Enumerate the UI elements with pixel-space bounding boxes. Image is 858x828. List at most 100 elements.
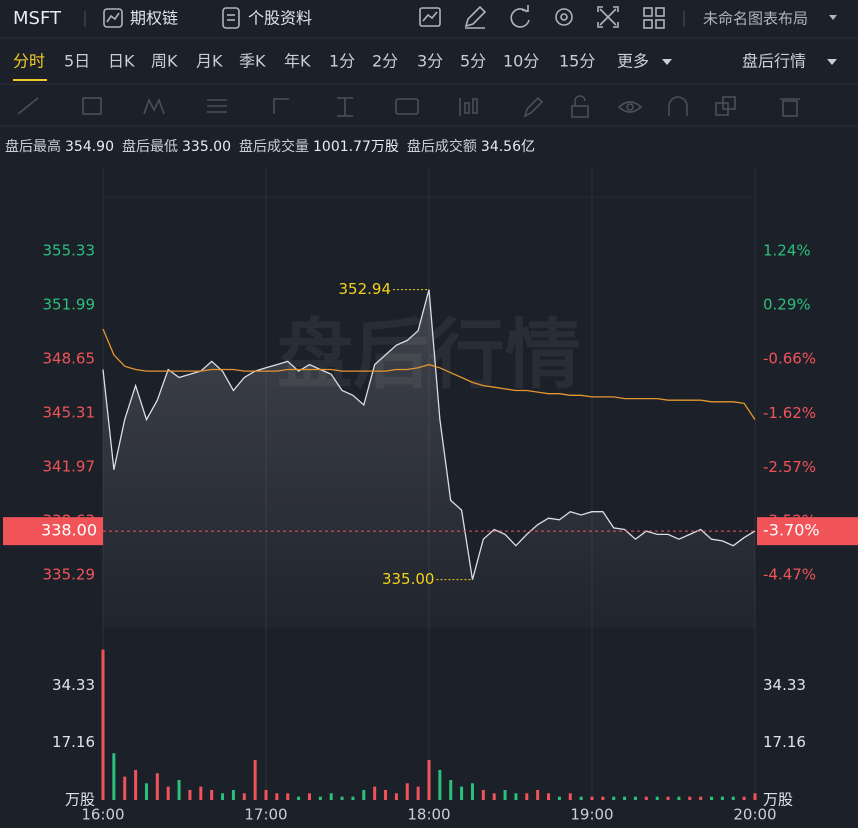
tool-pen[interactable] bbox=[523, 96, 544, 118]
volume-bar bbox=[438, 769, 442, 800]
period-tab[interactable]: 2分 bbox=[372, 52, 398, 71]
volume-bar bbox=[525, 793, 529, 800]
volume-bar bbox=[307, 793, 311, 800]
tool-fib[interactable] bbox=[207, 99, 227, 113]
period-tab[interactable]: 5日 bbox=[64, 52, 90, 71]
tool-magnet[interactable] bbox=[668, 96, 688, 116]
y-tick-label: 355.33 bbox=[43, 241, 96, 259]
volume-bar bbox=[449, 779, 453, 800]
y2-tick-label: -0.66% bbox=[763, 349, 816, 367]
volume-bar bbox=[297, 796, 301, 800]
period-tab[interactable]: 年K bbox=[284, 52, 311, 71]
period-tab[interactable]: 3分 bbox=[417, 52, 443, 71]
tool-eye[interactable] bbox=[617, 101, 643, 113]
tool-delete[interactable] bbox=[780, 98, 800, 117]
mode-caret[interactable] bbox=[827, 59, 837, 65]
mode-select[interactable]: 盘后行情 bbox=[742, 52, 806, 71]
volume-bar bbox=[101, 649, 105, 800]
chart-icon[interactable] bbox=[419, 7, 441, 27]
last-price-label: 338.00 bbox=[41, 521, 97, 540]
volume-bar bbox=[264, 789, 268, 800]
stat-value: 354.90 bbox=[65, 139, 114, 155]
volume-bar bbox=[286, 793, 290, 800]
volume-bar bbox=[394, 793, 398, 800]
option-chain-link[interactable]: 期权链 bbox=[130, 9, 178, 28]
volume-bar bbox=[405, 783, 409, 800]
tool-bars[interactable] bbox=[459, 98, 478, 116]
tool-text[interactable] bbox=[395, 98, 419, 115]
volume-bar bbox=[688, 796, 692, 800]
profile-icon[interactable] bbox=[222, 7, 240, 29]
volume-bar bbox=[655, 796, 659, 800]
volume-bar bbox=[677, 796, 681, 800]
volume-bar bbox=[188, 789, 192, 800]
volume-bar bbox=[601, 796, 605, 800]
stat-label: 盘后成交额 bbox=[406, 139, 477, 155]
volume-bar bbox=[666, 796, 670, 800]
period-tabs: 分时 5日 日K 周K 月K 季K 年K 1分 2分 3分 5分 10分 15分 更多 bbox=[13, 52, 672, 81]
period-tab[interactable]: 季K bbox=[239, 52, 266, 71]
period-tab[interactable]: 分时 bbox=[13, 52, 45, 71]
vol-tick-label: 17.16 bbox=[52, 733, 95, 751]
last-change-label: -3.70% bbox=[763, 521, 820, 540]
volume-bar bbox=[177, 779, 181, 800]
tool-measure[interactable] bbox=[337, 97, 353, 117]
volume-bar bbox=[568, 793, 572, 800]
period-tab[interactable]: 5分 bbox=[460, 52, 486, 71]
layout-name[interactable]: 未命名图表布局 bbox=[703, 10, 808, 28]
period-tab[interactable]: 日K bbox=[108, 52, 135, 71]
volume-bar bbox=[351, 796, 355, 800]
vol-tick-label-right: 34.33 bbox=[763, 676, 806, 694]
layout-icon[interactable] bbox=[643, 7, 665, 29]
volume-bar bbox=[144, 783, 148, 800]
x-tick-label: 17:00 bbox=[244, 806, 287, 824]
vol-tick-label-right: 17.16 bbox=[763, 733, 806, 751]
period-tab[interactable]: 月K bbox=[196, 52, 223, 71]
tool-rect[interactable] bbox=[82, 97, 102, 115]
period-tab[interactable]: 10分 bbox=[503, 52, 539, 71]
volume-bar bbox=[362, 789, 366, 800]
period-tab[interactable]: 周K bbox=[151, 52, 178, 71]
volume-bar bbox=[329, 793, 333, 800]
tool-layers[interactable] bbox=[715, 96, 736, 116]
volume-bar bbox=[612, 796, 616, 800]
volume-bar bbox=[427, 759, 431, 800]
volume-bar bbox=[318, 796, 322, 800]
fullscreen-icon[interactable] bbox=[597, 6, 619, 28]
tool-wave[interactable] bbox=[143, 97, 165, 115]
more-caret[interactable] bbox=[662, 59, 672, 65]
tool-arrow[interactable] bbox=[273, 98, 289, 114]
volume-bar bbox=[557, 796, 561, 800]
after-hours-stats: 盘后最高 354.90 盘后最低 335.00 盘后成交量 1001.77万股 盘后成交额 3… bbox=[5, 136, 543, 156]
tool-line[interactable] bbox=[17, 97, 39, 115]
volume-bar bbox=[710, 796, 714, 800]
volume-bar bbox=[210, 789, 214, 800]
option-chain-icon[interactable] bbox=[103, 8, 123, 28]
x-tick-label: 19:00 bbox=[570, 806, 613, 824]
period-tab[interactable]: 更多 bbox=[617, 52, 649, 71]
refresh-icon[interactable] bbox=[510, 5, 530, 28]
volume-bar bbox=[253, 759, 257, 800]
stat-label: 盘后成交量 bbox=[239, 139, 309, 155]
y2-tick-label: -1.62% bbox=[763, 404, 816, 422]
tool-lock[interactable] bbox=[571, 95, 589, 118]
profile-link[interactable]: 个股资料 bbox=[248, 9, 312, 28]
layout-caret[interactable] bbox=[829, 15, 837, 20]
vol-tick-label: 万股 bbox=[65, 791, 95, 809]
volume-bar bbox=[514, 793, 518, 800]
volume-bar bbox=[590, 796, 594, 800]
volume-bar bbox=[231, 789, 235, 800]
period-tab[interactable]: 15分 bbox=[559, 52, 595, 71]
annotation-label: 352.94 bbox=[339, 280, 392, 298]
last-change-tag bbox=[757, 517, 858, 546]
volume-bar bbox=[242, 793, 246, 800]
period-tab[interactable]: 1分 bbox=[329, 52, 355, 71]
symbol[interactable]: MSFT bbox=[13, 8, 62, 29]
plot-area: 16:0017:0018:0019:0020:00盘后行情335.29338.6… bbox=[3, 168, 858, 824]
draw-icon[interactable] bbox=[464, 5, 487, 29]
volume-bar bbox=[536, 789, 540, 800]
settings-icon[interactable] bbox=[555, 8, 573, 26]
volume-bar bbox=[731, 796, 735, 800]
volume-bar bbox=[416, 786, 420, 800]
